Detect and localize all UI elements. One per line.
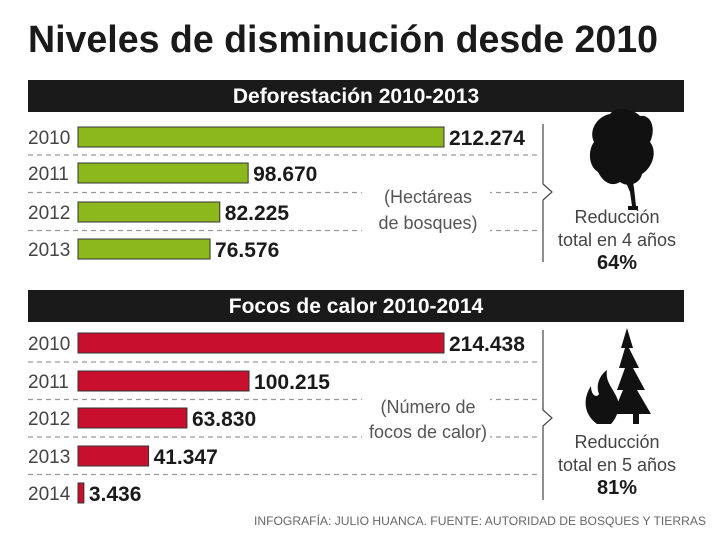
unit-label-bg [362, 183, 490, 233]
year-label: 2014 [28, 484, 71, 505]
summary-label-line2: total en 5 años [558, 455, 676, 475]
value-label: 76.576 [215, 239, 279, 262]
unit-label-line1: (Hectáreas [384, 187, 472, 207]
section-header-band [28, 290, 684, 322]
bar-2011 [77, 162, 249, 184]
summary-percent: 81% [597, 477, 637, 499]
chart-section-1: Deforestación 2010-2013 2010 212.274 2011 98… [28, 80, 684, 274]
value-label: 41.347 [154, 446, 218, 469]
value-label: 98.670 [253, 163, 317, 186]
summary-label-line2: total en 4 años [558, 230, 676, 250]
page-title: Niveles de disminución desde 2010 [28, 19, 658, 61]
value-label: 3.436 [89, 483, 142, 506]
year-label: 2010 [28, 128, 70, 149]
year-label: 2013 [28, 240, 70, 261]
footer-credit: INFOGRAFÍA: JULIO HUANCA. FUENTE: AUTORI… [254, 513, 706, 528]
year-label: 2010 [28, 334, 70, 355]
bar-2012 [77, 201, 221, 223]
bar-2014 [77, 482, 85, 504]
unit-label-line2: focos de calor) [369, 422, 487, 442]
year-label: 2013 [28, 447, 70, 468]
chart-section-2: Focos de calor 2010-2014 2010 214.438 2011 1… [28, 290, 684, 506]
bar-2013 [77, 445, 150, 467]
bracket-line [542, 330, 553, 500]
bracket-line [542, 124, 553, 262]
value-label: 100.215 [254, 371, 330, 394]
summary-label-line1: Reducción [574, 207, 659, 227]
year-label: 2012 [28, 203, 70, 224]
tree-trunk [624, 176, 638, 210]
section-title: Deforestación 2010-2013 [233, 85, 479, 108]
unit-label-line2: de bosques) [378, 213, 477, 233]
tree-canopy [589, 108, 654, 185]
section-header-band [28, 80, 684, 112]
flame [585, 370, 619, 424]
unit-label-bg [362, 393, 490, 443]
bar-2011 [77, 370, 250, 392]
bar-2012 [77, 407, 188, 429]
value-label: 82.225 [225, 202, 290, 225]
summary-percent: 64% [597, 252, 637, 274]
year-label: 2011 [28, 164, 69, 185]
bar-2013 [77, 238, 211, 260]
value-label: 214.438 [449, 333, 525, 356]
year-label: 2011 [28, 372, 69, 393]
pine-tree [613, 328, 651, 424]
section-title: Focos de calor 2010-2014 [229, 295, 484, 318]
value-label: 63.830 [192, 408, 256, 431]
tree-icon [589, 108, 654, 210]
value-label: 212.274 [449, 127, 525, 150]
unit-label-line1: (Número de [380, 397, 475, 417]
bar-2010 [77, 332, 445, 354]
burning-tree-icon [585, 328, 651, 424]
bar-2010 [77, 126, 445, 148]
year-label: 2012 [28, 409, 70, 430]
summary-label-line1: Reducción [574, 432, 659, 452]
